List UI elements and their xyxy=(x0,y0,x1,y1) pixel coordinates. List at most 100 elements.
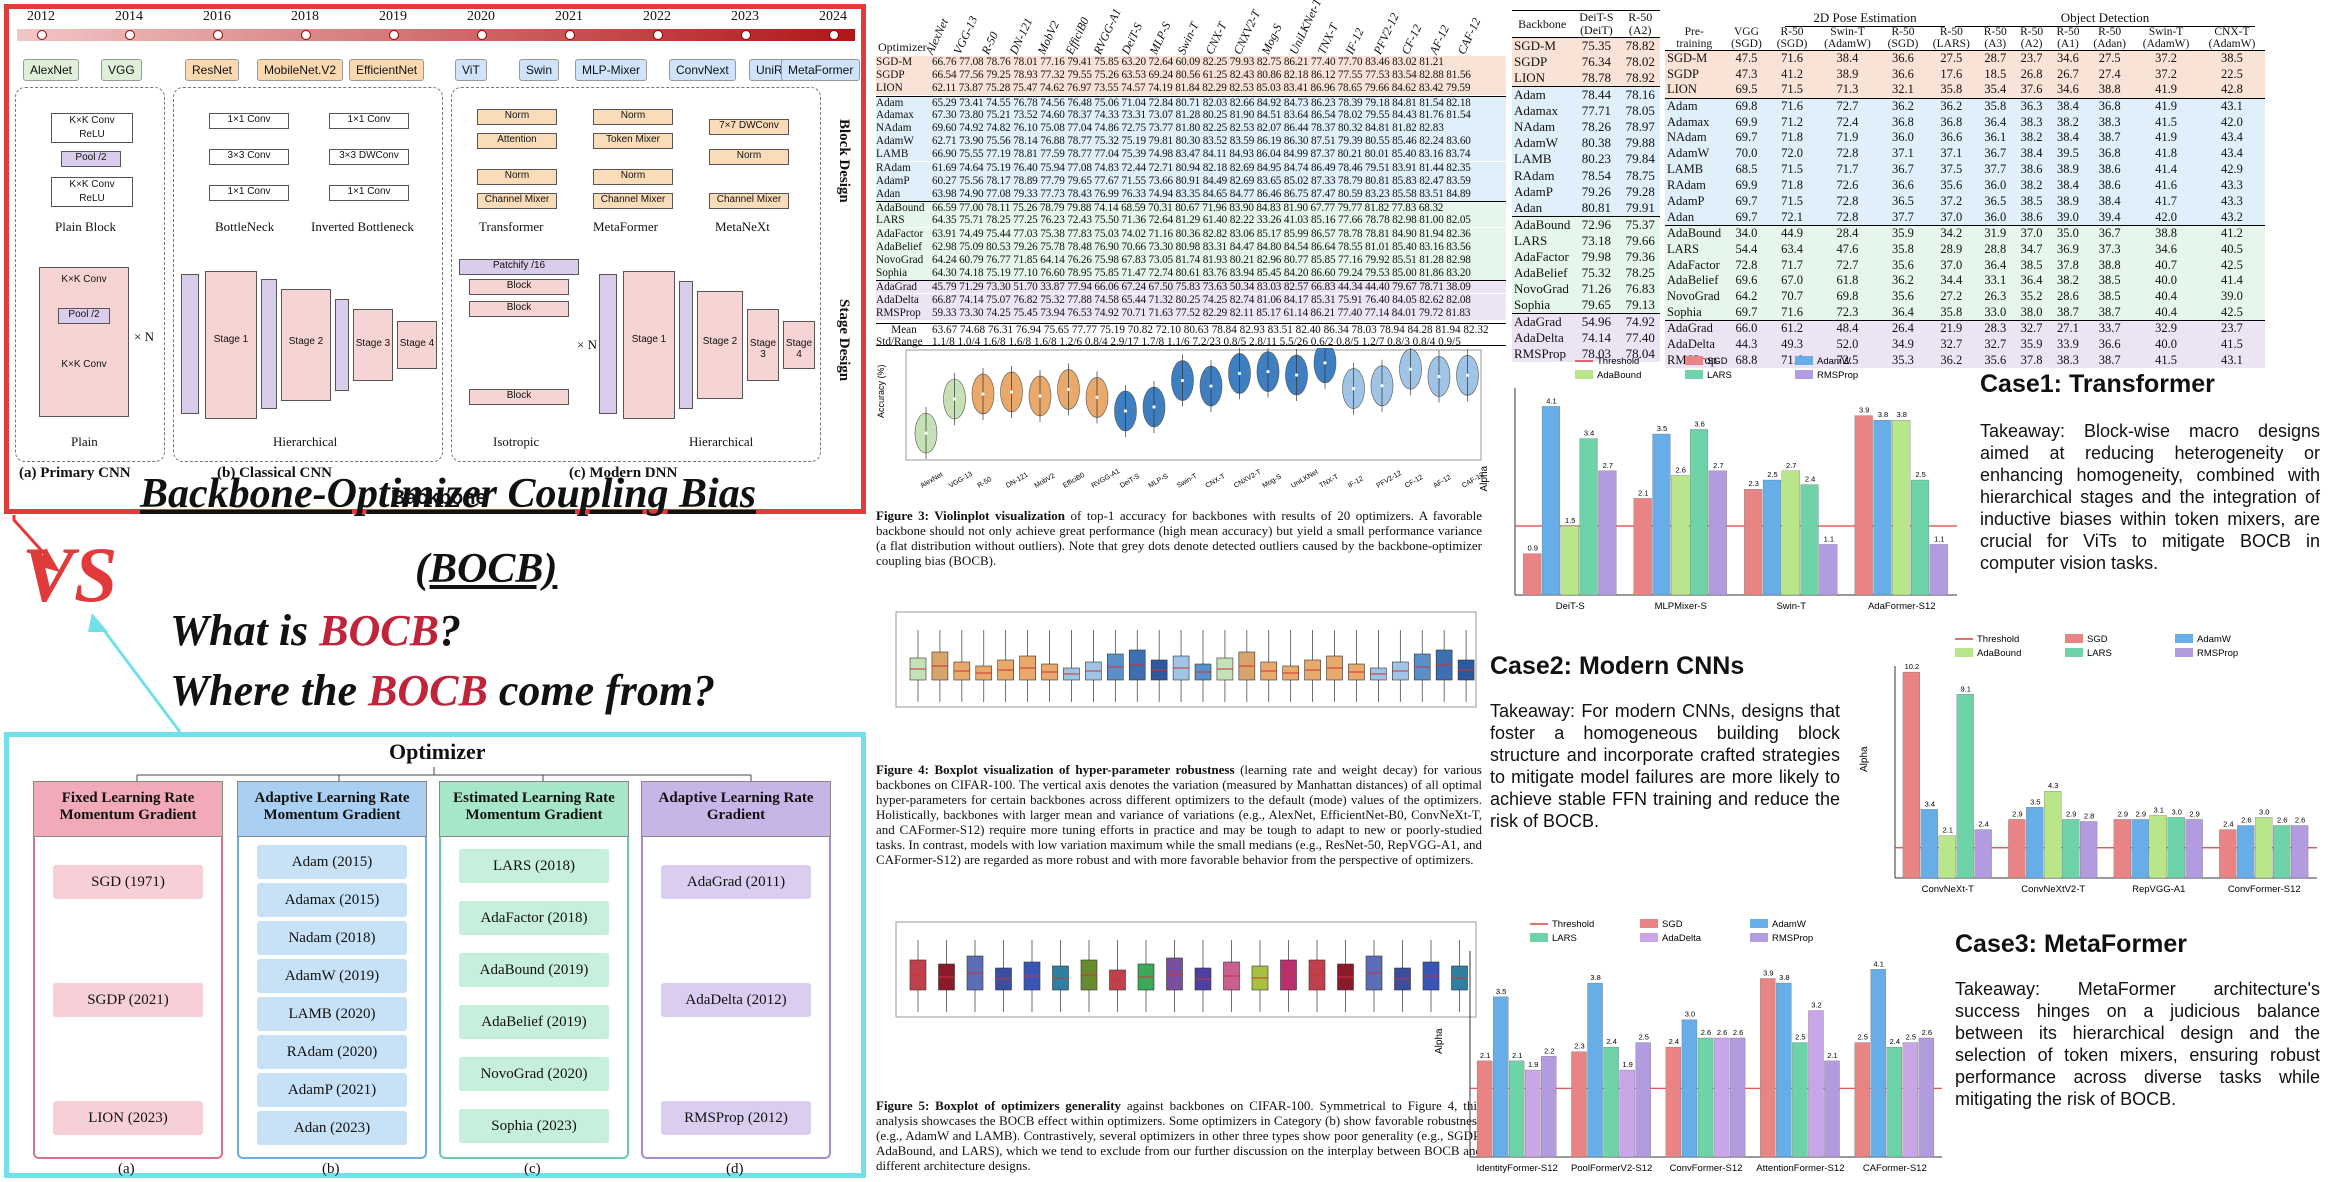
t3-cell: 38.7 xyxy=(2098,352,2121,367)
violin-median xyxy=(1009,390,1014,394)
legend-swatch xyxy=(1795,370,1813,379)
t3-row: RMSProp68.871.672.535.336.235.637.838.33… xyxy=(1665,352,2265,369)
bar-RMSProp xyxy=(1729,1037,1746,1158)
t2-cell: 78.82 xyxy=(1625,38,1655,53)
violin-median xyxy=(1323,361,1327,365)
stage-design-label: Stage Design xyxy=(836,299,852,382)
t3-cell: 34.6 xyxy=(2155,241,2177,256)
modern-dnn-panel xyxy=(451,87,821,462)
bar-RMSProp xyxy=(1918,1037,1935,1158)
t3-cell: 61.2 xyxy=(1781,321,1803,336)
t3-cell: 38.2 xyxy=(2057,273,2079,288)
t3-cell: 67.0 xyxy=(1781,273,1803,288)
row-label: SGD-M xyxy=(876,56,913,68)
bar-AdaDelta xyxy=(1619,1069,1635,1158)
row-values: 61.69 74.64 75.19 76.40 75.94 77.08 74.8… xyxy=(932,161,1471,174)
row-values: 67.30 73.80 75.21 73.52 74.60 78.37 74.3… xyxy=(932,108,1471,121)
timeline-year: 2012 xyxy=(27,9,55,24)
t3-cell: 38.6 xyxy=(2020,209,2043,224)
bar-value-label: 3.4 xyxy=(1584,429,1594,438)
t3-cell: 36.6 xyxy=(1940,130,1963,145)
t2-head: Backbone DeiT-S (DeiT) R-50 (A2) xyxy=(1512,10,1660,38)
legend-swatch xyxy=(1955,648,1973,657)
t2-cell: Adam xyxy=(1514,87,1546,103)
t2-cell: 74.92 xyxy=(1625,314,1655,330)
fig4-caption: Figure 4: Boxplot visualization of hyper… xyxy=(876,762,1482,867)
t2-cell: 78.25 xyxy=(1625,264,1655,280)
case1-bar-chart: Alpha DeiT-S 0.9 4.1 1.5 3.4 2.7 MLPMixer-S 2.1 3… xyxy=(1479,356,1957,612)
violin-median xyxy=(1408,367,1413,371)
fig3-xlabel: UniLKNet xyxy=(1290,469,1319,490)
bar-LARS xyxy=(1956,694,1974,879)
t3-cell: 71.6 xyxy=(1781,304,1803,319)
bar-AdamW xyxy=(1920,809,1938,879)
fig3-xlabel: DN-121 xyxy=(1005,472,1029,490)
t3-cell: 72.0 xyxy=(1781,146,1803,161)
bar-SGD xyxy=(1854,415,1873,596)
model-tag: ViT xyxy=(455,59,487,81)
t3-cell: 35.9 xyxy=(1892,225,1914,240)
tf-norm: Norm xyxy=(477,109,557,125)
case3-takeaway: Takeaway: MetaFormer architecture's succ… xyxy=(1955,979,2320,1109)
stage3-block: Stage 3 xyxy=(353,309,393,381)
t3-cell: 39.5 xyxy=(2057,146,2079,161)
bar-value-label: 3.8 xyxy=(1897,410,1907,419)
bar-SGD xyxy=(1902,671,1920,879)
bar-LARS xyxy=(1689,429,1709,596)
t3-cell: 27.5 xyxy=(1940,51,1963,66)
bar-value-label: 2.1 xyxy=(1638,488,1648,497)
bar-AdamW xyxy=(1541,406,1561,596)
t3-cell: 41.7 xyxy=(2155,193,2177,208)
violin-plot: Accuracy (%) AlexNet VGG-13 R-50 DN-121 MobV2… xyxy=(876,348,1485,490)
isotropic-label: Isotropic xyxy=(493,434,540,449)
timeline-dot xyxy=(125,30,135,40)
plain-stage-box: K×K Conv Pool /2 K×K Conv xyxy=(39,267,129,417)
bar-value-label: 3.0 xyxy=(2171,807,2181,816)
bar-AdaBound xyxy=(2044,791,2062,879)
table-corner: Optimizer xyxy=(878,40,927,54)
t3-col-header: R-50 (SGD) xyxy=(1776,26,1808,50)
legend-label: AdaDelta xyxy=(1662,933,1702,944)
legend-label: LARS xyxy=(1707,370,1732,381)
t3-cell: 36.2 xyxy=(1892,98,1914,113)
bar-category: ConvFormer-S12 xyxy=(2228,884,2301,895)
t3-col-header: R-50 (A3) xyxy=(1983,26,2007,50)
t3-cell: 35.6 xyxy=(1984,352,2007,367)
bar-RMSProp xyxy=(1819,544,1838,596)
bar-AdaDelta xyxy=(1525,1069,1541,1158)
t3-cell: 42.8 xyxy=(2221,82,2243,97)
legend-label: Threshold xyxy=(1597,356,1639,367)
stage4-block: Stage 4 xyxy=(397,321,437,369)
std-row: Std/Range 1.1/8 1.0/4 1.6/8 1.6/8 1.6/8 1… xyxy=(876,336,1506,348)
bar-LARS xyxy=(1697,1037,1714,1158)
downsample-block-2 xyxy=(261,279,277,409)
t2-row: NovoGrad 71.26 76.83 xyxy=(1512,280,1660,298)
legend-swatch xyxy=(2065,634,2083,643)
row-label: AdaFactor xyxy=(876,227,924,240)
row-values: 64.24 60.79 76.77 71.85 64.14 76.26 75.9… xyxy=(932,254,1471,266)
t3-cell: 41.9 xyxy=(2155,98,2177,113)
t2-cell: 78.03 xyxy=(1581,346,1612,362)
model-tag: VGG xyxy=(101,59,142,81)
legend-swatch xyxy=(1795,356,1813,365)
legend-label: Threshold xyxy=(1977,634,2019,645)
t3-cell: 28.7 xyxy=(1984,51,2007,66)
t3-cell: 36.2 xyxy=(1892,273,1914,288)
t3-cell: 38.7 xyxy=(2057,304,2079,319)
bar-value-label: 2.5 xyxy=(1915,470,1925,479)
t3-cell: 37.6 xyxy=(2020,82,2043,97)
table-row: NAdam 69.60 74.92 74.82 76.10 75.08 77.04… xyxy=(876,122,1506,135)
bar-value-label: 10.2 xyxy=(1905,662,1920,671)
violin-median xyxy=(1465,373,1470,377)
optimizer-item: Nadam (2018) xyxy=(257,921,407,955)
t3-cell: 33.7 xyxy=(2098,321,2121,336)
row-values: 63.91 74.49 75.44 77.03 75.38 77.83 75.0… xyxy=(932,227,1471,240)
row-label: LAMB xyxy=(876,148,909,161)
std-values: 1.1/8 1.0/4 1.6/8 1.6/8 1.6/8 1.2/6 0.8/… xyxy=(932,336,1461,348)
t3-cell: 34.4 xyxy=(1940,273,1963,288)
fig3-xlabel: CNX-T xyxy=(1205,473,1228,490)
t2-cell: 75.32 xyxy=(1581,264,1612,280)
t3-cell: 49.3 xyxy=(1781,336,1803,351)
bar-AdamW xyxy=(1762,479,1782,596)
t2-row: Sophia 79.65 79.13 xyxy=(1512,297,1660,314)
